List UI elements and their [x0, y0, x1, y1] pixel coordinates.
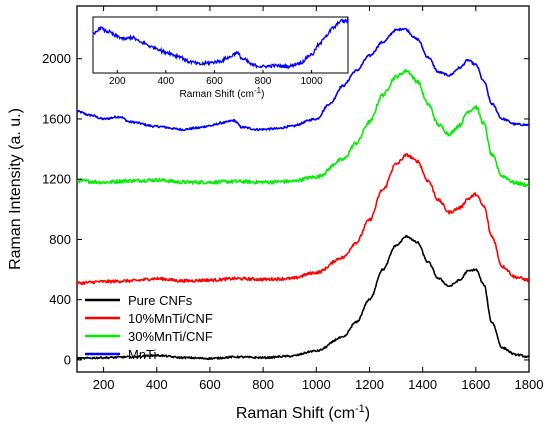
x-tick-label: 400	[146, 377, 168, 392]
series-line-2	[77, 68, 529, 188]
legend-label: 30%MnTi/CNF	[128, 329, 213, 344]
x-tick-label: 1800	[515, 377, 544, 392]
plot-frame	[76, 5, 530, 373]
y-tick-label: 0	[64, 352, 71, 367]
x-axis-title: Raman Shift (cm-1)	[236, 403, 370, 422]
x-tick-label: 1600	[461, 377, 490, 392]
series-group	[77, 27, 529, 361]
y-tick-label: 1600	[42, 111, 71, 126]
y-tick-label: 1200	[42, 172, 71, 187]
x-tick-label: 200	[93, 377, 115, 392]
series-line-3	[77, 27, 529, 132]
inset-series-line	[93, 17, 348, 70]
legend-label: MnTi	[128, 347, 157, 362]
inset-series-group	[93, 17, 348, 70]
x-tick-label: 600	[199, 377, 221, 392]
inset-x-tick-label: 200	[109, 76, 126, 87]
inset-x-axis-title: Raman Shift (cm-1)	[180, 86, 265, 100]
x-tick-label: 800	[252, 377, 274, 392]
series-line-1	[77, 153, 529, 286]
y-axis-title: Raman Intensity (a. u.)	[7, 108, 24, 270]
inset-x-axis: 200 400 600 800 1000	[109, 70, 323, 87]
inset-x-tick-label: 600	[206, 76, 223, 87]
y-tick-label: 800	[49, 232, 71, 247]
y-axis: 0 400 800 1200 1600 2000	[42, 51, 529, 367]
x-tick-label: 1200	[355, 377, 384, 392]
inset-x-tick-label: 400	[158, 76, 175, 87]
inset-x-tick-label: 800	[255, 76, 272, 87]
x-tick-label: 1000	[302, 377, 331, 392]
x-tick-label: 1400	[408, 377, 437, 392]
legend-label: 10%MnTi/CNF	[128, 311, 213, 326]
y-tick-label: 2000	[42, 51, 71, 66]
inset-frame	[92, 16, 349, 74]
inset-x-tick-label: 1000	[300, 76, 323, 87]
series-line-0	[77, 234, 529, 361]
legend: Pure CNFs 10%MnTi/CNF 30%MnTi/CNF MnTi	[85, 293, 213, 362]
x-axis: 200 400 600 800 1000 1200 1400 1600 1800	[93, 6, 544, 392]
legend-label: Pure CNFs	[128, 293, 193, 308]
y-tick-label: 400	[49, 292, 71, 307]
